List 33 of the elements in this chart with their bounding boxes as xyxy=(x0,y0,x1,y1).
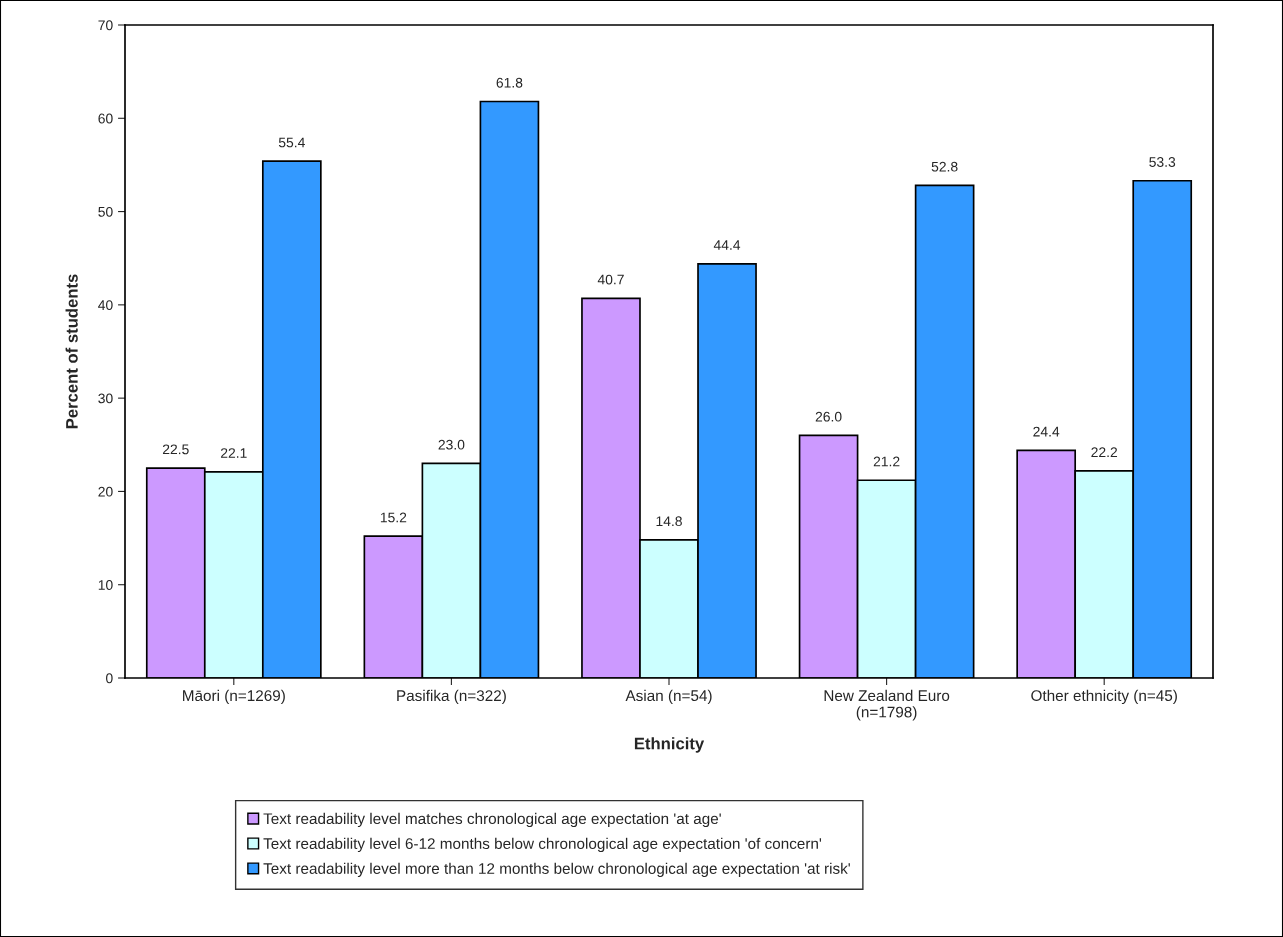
legend-label: Text readability level matches chronological age expectation 'at age' xyxy=(263,812,721,828)
data-label: 26.0 xyxy=(815,411,842,422)
legend-label: Text readability level more than 12 months below chronological age expectation 'at risk' xyxy=(263,862,850,877)
x-axis-title: Ethnicity xyxy=(634,737,705,753)
data-label: 14.8 xyxy=(656,516,682,527)
y-tick-label: 50 xyxy=(98,206,113,217)
data-label: 24.4 xyxy=(1033,426,1060,437)
x-tick-label: Pasifika (n=322) xyxy=(397,689,506,705)
data-label: 15.2 xyxy=(380,512,407,523)
y-tick-label: 70 xyxy=(98,20,113,31)
y-tick-label: 0 xyxy=(106,673,113,684)
y-axis-title: Percent of students xyxy=(65,274,78,429)
data-label: 53.3 xyxy=(1149,157,1176,167)
x-tick-label: Māori (n=1269) xyxy=(183,689,285,705)
y-tick-label: 40 xyxy=(98,300,113,311)
legend-label: Text readability level 6-12 months below chronological age expectation 'of concern' xyxy=(263,837,822,853)
y-tick-label: 30 xyxy=(98,393,113,404)
data-label: 55.4 xyxy=(278,137,305,148)
data-label: 22.2 xyxy=(1091,447,1118,457)
y-tick-label: 20 xyxy=(98,486,113,497)
data-label: 21.2 xyxy=(873,456,900,467)
data-label: 40.7 xyxy=(597,274,624,285)
data-label: 61.8 xyxy=(496,77,523,88)
y-tick-label: 10 xyxy=(98,580,113,590)
x-tick-label: Asian (n=54) xyxy=(625,689,712,705)
data-label: 22.5 xyxy=(162,444,189,455)
x-tick-label: Other ethnicity (n=45) xyxy=(1031,689,1177,705)
data-label: 22.1 xyxy=(220,448,247,458)
data-label: 44.4 xyxy=(713,240,741,250)
x-tick-label: New Zealand Euro (n=1798) xyxy=(824,689,950,721)
y-tick-label: 60 xyxy=(98,113,113,124)
data-label: 23.0 xyxy=(438,439,465,450)
data-label: 52.8 xyxy=(931,161,958,172)
